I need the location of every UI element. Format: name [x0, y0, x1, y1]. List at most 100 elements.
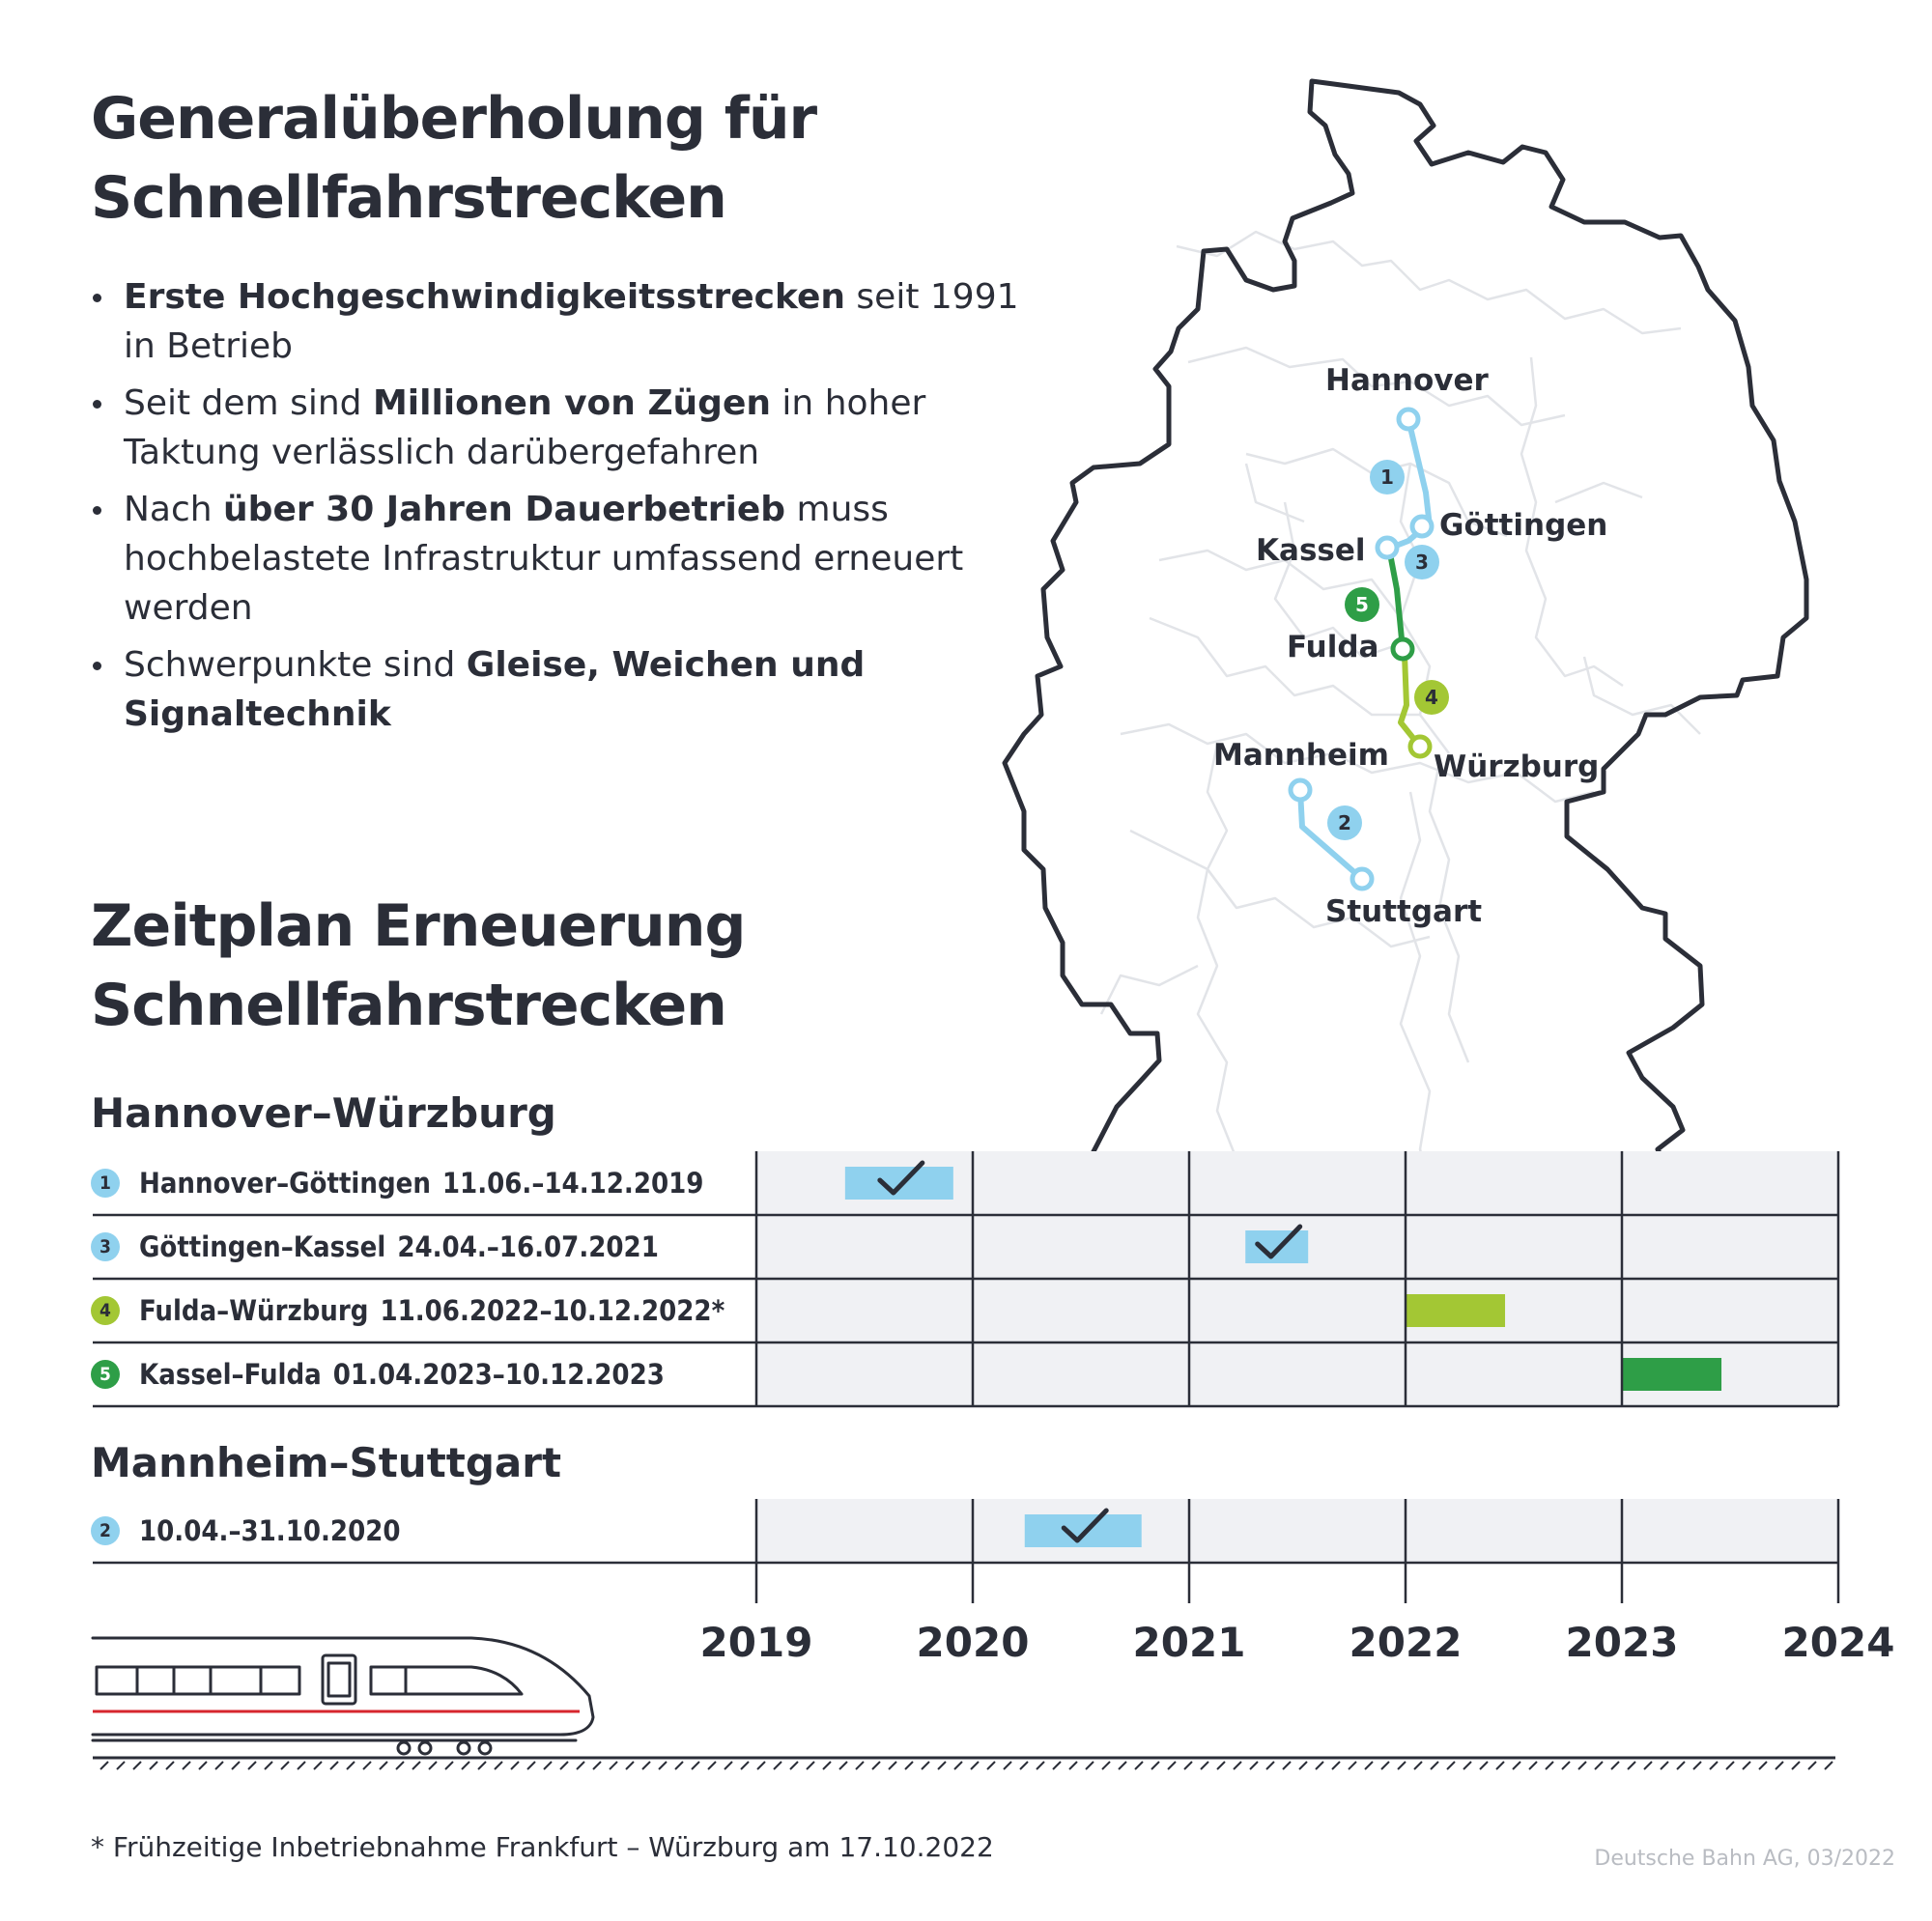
rail-tie: [1742, 1761, 1751, 1770]
gantt-row-label: 3 Göttingen–Kassel 24.04.–16.07.2021: [91, 1215, 659, 1279]
schedule-title-line2: Schnellfahrstrecken: [91, 972, 727, 1039]
segment-number-badge: 4: [91, 1296, 120, 1325]
rail-tie: [1265, 1761, 1275, 1770]
rail-tie: [1380, 1761, 1390, 1770]
rail-tie: [329, 1761, 339, 1770]
rail-tie: [510, 1761, 520, 1770]
bullet-list: Erste Hochgeschwindigkeitsstrecken seit …: [91, 272, 1057, 747]
bullet-item: Schwerpunkte sind Gleise, Weichen und Si…: [91, 640, 1057, 739]
rail-tie: [1561, 1761, 1571, 1770]
rail-tie: [1577, 1761, 1587, 1770]
rail-tie: [428, 1761, 438, 1770]
route-dates: 11.06.2022–10.12.2022*: [380, 1294, 725, 1327]
schedule-group-title: Hannover–Würzburg: [91, 1089, 556, 1137]
bullet-text: in hoher Taktung verlässlich darübergefa…: [124, 383, 926, 472]
rail-tie: [1200, 1761, 1209, 1770]
rail-tie: [1676, 1761, 1686, 1770]
rail-tie: [1364, 1761, 1374, 1770]
rail-tie: [855, 1761, 865, 1770]
rail-tie: [691, 1761, 700, 1770]
rail-tie: [871, 1761, 881, 1770]
segment-badge-5: [1345, 587, 1379, 622]
rail-tie: [379, 1761, 388, 1770]
rail-tie: [888, 1761, 897, 1770]
station-markers: [1288, 407, 1435, 891]
gantt-row-label: 2 10.04.–31.10.2020: [91, 1499, 401, 1563]
segment-badge-1: [1370, 460, 1405, 494]
year-label: 2020: [916, 1619, 1030, 1666]
rail-tie: [1151, 1761, 1160, 1770]
rail-tie: [1627, 1761, 1636, 1770]
rail-tie: [674, 1761, 684, 1770]
rail-tie: [1249, 1761, 1259, 1770]
rail-tie: [231, 1761, 241, 1770]
rail-tie: [198, 1761, 208, 1770]
rail-tie: [658, 1761, 668, 1770]
station-fulda: [1390, 636, 1415, 662]
rail-tie: [707, 1761, 717, 1770]
rail-tie: [1594, 1761, 1604, 1770]
rail-tie: [1512, 1761, 1521, 1770]
segment-badges: 1 3 5 4 2: [1327, 460, 1449, 840]
rail-tie: [986, 1761, 996, 1770]
rail-tie: [214, 1761, 224, 1770]
rail-tie: [1331, 1761, 1341, 1770]
year-label: 2021: [1132, 1619, 1246, 1666]
route-name: Göttingen–Kassel: [139, 1230, 386, 1263]
station-wuerzburg: [1407, 734, 1433, 759]
rail-tie: [346, 1761, 355, 1770]
rail-tie: [1036, 1761, 1045, 1770]
rail-tie: [247, 1761, 257, 1770]
segment-badge-4: [1414, 680, 1449, 715]
city-label-hannover: Hannover: [1325, 363, 1489, 398]
bullet-bold-text: Gleise, Weichen und Signaltechnik: [124, 645, 866, 734]
rail-tie: [1824, 1761, 1833, 1770]
city-label-mannheim: Mannheim: [1213, 738, 1389, 773]
segment-number-badge: 5: [91, 1360, 120, 1389]
rail-tie: [1791, 1761, 1801, 1770]
city-label-wuerzburg: Würzburg: [1434, 749, 1600, 784]
rail-tie: [576, 1761, 585, 1770]
rail-tie: [412, 1761, 421, 1770]
route-1-line: [1406, 416, 1433, 529]
year-label: 2019: [699, 1619, 813, 1666]
rail-tie: [1446, 1761, 1456, 1770]
rail-tie: [526, 1761, 536, 1770]
rail-tie: [789, 1761, 799, 1770]
route-4-line: [1398, 652, 1423, 749]
segment-badge-4-text: 4: [1425, 686, 1438, 709]
rail-tie: [1216, 1761, 1226, 1770]
station-kassel: [1375, 535, 1400, 560]
rail-tie: [1643, 1761, 1653, 1770]
year-label: 2024: [1781, 1619, 1895, 1666]
rail-tie: [132, 1761, 142, 1770]
rail-tie: [1315, 1761, 1324, 1770]
rail-tie: [904, 1761, 914, 1770]
route-2-line: [1297, 787, 1365, 882]
rail-tie: [838, 1761, 848, 1770]
segment-number-badge: 2: [91, 1516, 120, 1545]
rail-tie: [461, 1761, 470, 1770]
route-dates: 24.04.–16.07.2021: [397, 1230, 659, 1263]
rail-tie: [165, 1761, 175, 1770]
gantt-bar-1: [844, 1167, 953, 1200]
schedule-title: Zeitplan Erneuerung Schnellfahrstrecken: [91, 887, 746, 1045]
bullet-bold-text: Millionen von Zügen: [372, 383, 771, 423]
rail-tie: [1167, 1761, 1177, 1770]
rail-tie: [1052, 1761, 1062, 1770]
rail-tie: [264, 1761, 273, 1770]
rail-tie: [1101, 1761, 1111, 1770]
station-hannover: [1396, 407, 1421, 432]
rail-tie: [99, 1761, 109, 1770]
rail-tie: [494, 1761, 503, 1770]
rail-tie: [1068, 1761, 1078, 1770]
rail-tie: [362, 1761, 372, 1770]
bullet-text: Seit dem sind: [124, 383, 373, 423]
rail-tie: [1298, 1761, 1308, 1770]
rail-tie: [297, 1761, 306, 1770]
rail-tie: [1430, 1761, 1439, 1770]
rail-tie: [1692, 1761, 1702, 1770]
rail-tie: [1397, 1761, 1406, 1770]
rail-tie: [1183, 1761, 1193, 1770]
check-icon: [1061, 1508, 1109, 1543]
